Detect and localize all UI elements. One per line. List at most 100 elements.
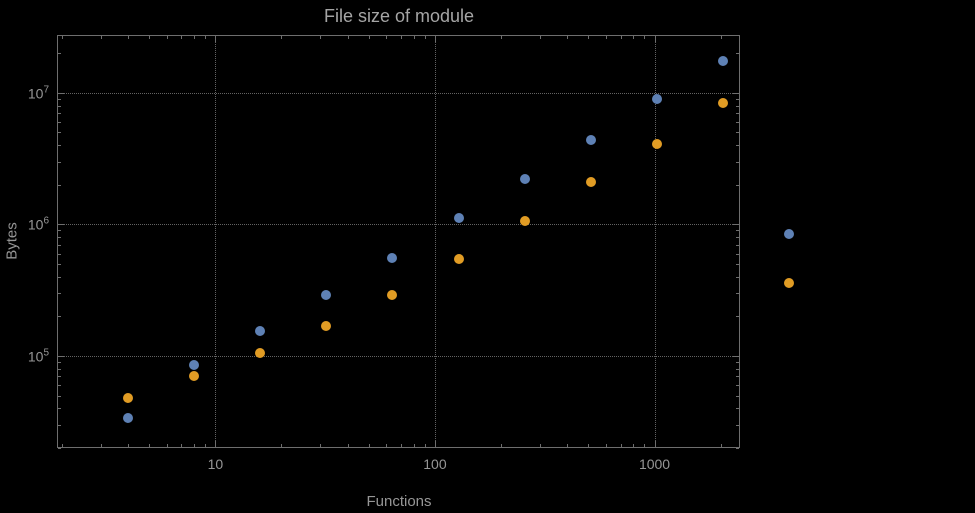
x-tick-minor [720,444,722,447]
y-tick-minor [736,408,739,410]
x-tick-minor [539,36,541,39]
y-tick-minor [736,448,739,449]
y-tick-major [58,92,64,94]
x-tick-minor [166,36,168,39]
y-tick-minor [58,161,61,163]
x-tick-minor [620,36,622,39]
data-point-series-2-orange [784,277,794,288]
x-tick-major [215,441,217,447]
x-tick-minor [320,36,322,39]
y-tick-minor [736,362,739,364]
y-tick-minor [736,184,739,186]
x-tick-minor [400,36,402,39]
data-point-series-2-orange [255,348,266,359]
x-tick-minor [100,36,102,39]
x-axis-label: Functions [366,493,432,510]
y-tick-minor [736,98,739,100]
y-tick-minor [58,376,61,378]
x-tick-minor [194,444,196,447]
data-point-series-1-blue [453,212,464,223]
x-tick-minor [386,36,388,39]
y-tick-minor [736,237,739,239]
x-tick-minor [127,444,129,447]
y-tick-minor [736,264,739,266]
x-tick-minor [205,36,207,39]
data-point-series-1-blue [122,412,133,423]
x-tick-minor [424,36,426,39]
x-tick-minor [413,36,415,39]
y-tick-minor [58,53,61,55]
x-tick-minor [61,444,63,447]
x-tick-minor [347,444,349,447]
x-tick-minor [501,444,503,447]
y-tick-minor [736,293,739,295]
x-tick-minor [567,36,569,39]
y-tick-minor [58,316,61,318]
y-tick-minor [736,230,739,232]
x-tick-minor [620,444,622,447]
x-tick-minor [501,36,503,39]
x-tick-minor [149,36,151,39]
y-tick-minor [58,132,61,134]
x-tick-minor [588,36,590,39]
y-gridline [58,92,739,94]
x-tick-minor [127,36,129,39]
y-tick-minor [58,244,61,246]
y-tick-minor [58,230,61,232]
y-tick-minor [736,113,739,115]
x-tick-minor [605,36,607,39]
x-tick-label: 1000 [638,456,671,472]
y-tick-minor [58,448,61,449]
data-point-series-2-orange [387,290,398,301]
data-point-series-2-orange [585,177,596,187]
y-tick-minor [736,376,739,378]
data-point-series-2-orange [519,216,530,227]
x-tick-minor [605,444,607,447]
x-gridline [215,36,217,447]
y-tick-minor [58,145,61,147]
x-tick-minor [166,444,168,447]
y-tick-minor [58,395,61,397]
y-tick-minor [736,253,739,255]
y-tick-minor [58,408,61,410]
data-point-series-1-blue [519,174,530,185]
data-point-series-2-orange [122,392,133,403]
x-tick-minor [400,444,402,447]
y-tick-minor [736,53,739,55]
data-point-series-1-blue [189,360,200,371]
y-tick-minor [58,368,61,370]
y-tick-minor [736,395,739,397]
x-tick-minor [368,444,370,447]
x-tick-minor [347,36,349,39]
data-point-series-1-blue [717,55,728,66]
y-tick-major [733,224,739,226]
y-tick-major [733,92,739,94]
x-tick-minor [181,444,183,447]
x-tick-minor [149,444,151,447]
x-gridline [654,36,656,447]
x-tick-minor [720,36,722,39]
x-tick-minor [588,444,590,447]
x-tick-minor [194,36,196,39]
y-tick-minor [58,276,61,278]
data-point-series-1-blue [784,229,794,240]
x-tick-major [654,441,656,447]
chart-title: File size of module [323,6,475,26]
y-tick-major [58,224,64,226]
x-tick-minor [644,444,646,447]
data-point-series-1-blue [255,325,266,336]
y-tick-minor [736,161,739,163]
x-tick-minor [633,444,635,447]
data-point-series-1-blue [585,134,596,145]
plot-frame [57,35,740,448]
x-tick-minor [368,36,370,39]
data-point-series-2-orange [453,253,464,264]
y-gridline [58,224,739,226]
data-point-series-1-blue [387,252,398,263]
y-tick-minor [736,132,739,134]
x-tick-major [434,36,436,42]
y-tick-minor [736,368,739,370]
x-tick-minor [424,444,426,447]
y-tick-minor [736,424,739,426]
